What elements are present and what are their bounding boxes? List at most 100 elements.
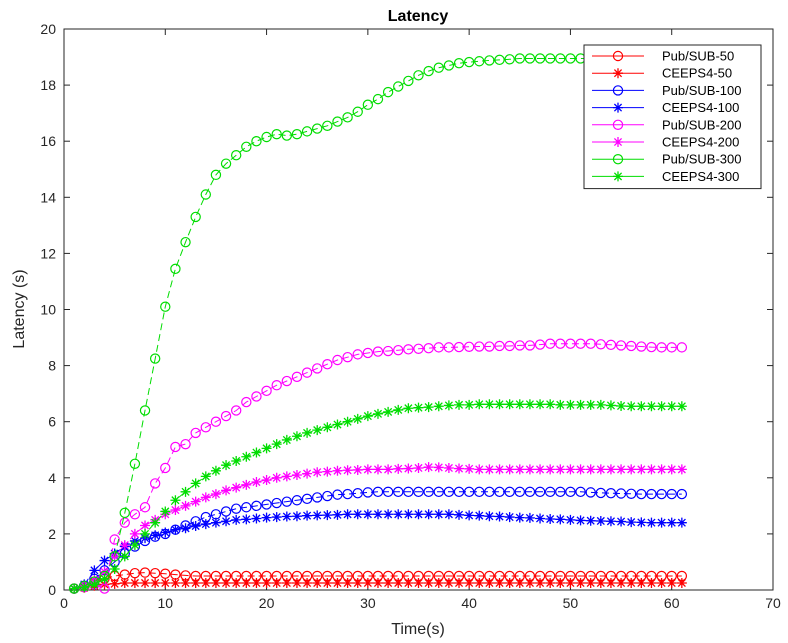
data-point [342,416,353,427]
data-point [291,128,303,140]
data-point [383,509,394,520]
data-point [463,486,475,498]
data-point [271,128,282,140]
x-tick-label: 70 [765,595,781,611]
data-point [423,343,434,354]
data-point [443,486,455,498]
data-point [534,486,546,498]
data-point [149,353,161,364]
data-point [595,577,606,588]
legend-marker [613,102,623,113]
data-point [230,150,242,161]
data-point [160,506,171,517]
data-point [524,340,536,351]
data-point [170,495,181,506]
data-point [413,486,424,498]
data-point [504,54,515,65]
data-point [210,577,221,588]
data-point [605,577,616,588]
data-point [474,510,485,521]
data-point [291,495,303,506]
data-point [565,399,576,410]
legend-marker [612,119,624,131]
data-point [423,486,434,498]
data-point [200,519,211,530]
data-point [626,340,637,352]
data-point [251,577,262,588]
data-point [504,340,515,352]
data-point [140,520,151,531]
data-point [372,577,383,588]
y-tick-label: 4 [48,470,56,486]
y-tick-label: 8 [48,358,56,374]
data-point [99,573,110,584]
data-point [291,431,302,442]
legend-marker [613,137,623,147]
data-point [605,339,617,351]
data-point [342,112,353,123]
data-point [545,577,556,588]
data-point [413,402,424,413]
data-point [231,455,242,466]
data-point [666,401,677,412]
data-point [484,341,495,352]
data-point [656,464,667,475]
series-ceeps4-200 [69,462,687,594]
data-point [433,401,444,412]
data-point [676,488,688,500]
data-point [545,464,556,475]
data-point [210,416,222,427]
data-point [241,451,252,462]
data-point [433,486,444,498]
data-point [494,54,505,66]
data-point [342,351,353,363]
chart-title: Latency [388,8,449,25]
data-point [221,516,232,527]
data-point [261,385,272,397]
data-point [352,464,363,475]
data-point [180,500,191,511]
data-point [484,577,495,588]
data-point [119,551,130,562]
data-point [403,577,414,588]
series-line [74,343,682,590]
data-point [210,517,221,528]
data-point [301,367,313,378]
data-point [595,399,606,410]
data-point [626,401,637,412]
data-point [454,463,465,474]
data-point [271,472,282,483]
data-point [575,577,586,588]
data-point [453,58,465,69]
y-tick-label: 14 [40,189,56,205]
data-point [514,512,525,523]
data-point [129,540,140,551]
data-point [190,427,201,439]
data-point [302,427,313,438]
data-point [231,577,242,588]
data-point [413,509,424,520]
x-axis-title: Time(s) [391,621,445,638]
x-tick-label: 20 [259,595,275,611]
data-point [281,375,293,387]
data-point [555,338,566,349]
data-point [443,60,455,71]
data-point [524,486,536,498]
legend-marker [612,50,624,62]
data-point [382,486,394,498]
data-point [109,563,120,574]
data-point [443,462,454,473]
data-point [484,399,495,410]
data-point [443,509,454,520]
data-point [119,517,130,528]
data-point [443,400,454,411]
data-point [636,488,647,500]
data-point [281,434,292,445]
axis-ticks: 0 10 20 30 40 50 60 70 0 2 4 6 8 10 12 14 16 18 20 [40,21,781,611]
data-point [302,468,313,479]
data-point [616,400,627,411]
data-point [544,338,556,349]
data-point [372,93,384,105]
data-point [453,341,465,353]
